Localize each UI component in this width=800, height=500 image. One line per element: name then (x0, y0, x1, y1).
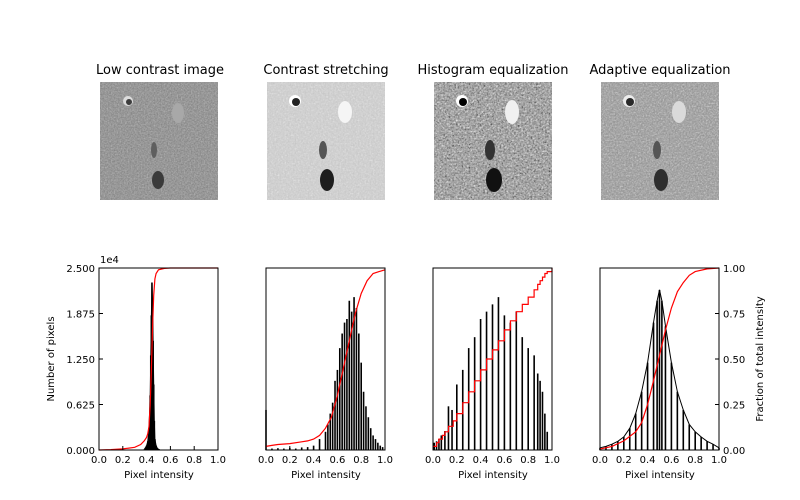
y-tick-label: 1.250 (66, 355, 95, 366)
x-tick-label: 0.4 (640, 455, 656, 466)
image-title-4: Adaptive equalization (589, 63, 730, 78)
image-adaptive-equalization (601, 82, 719, 200)
y-tick-label-right: 0.50 (723, 355, 745, 366)
x-axis-label-4: Pixel intensity (625, 470, 695, 481)
x-tick-label: 0.2 (616, 455, 632, 466)
x-tick-label: 1.0 (544, 455, 560, 466)
y-scale-label: 1e4 (100, 255, 119, 266)
x-tick-label: 0.4 (306, 455, 322, 466)
x-tick-label: 0.4 (473, 455, 489, 466)
histogram-panel-4: 0.0 0.2 0.4 0.6 0.8 1.00.00 0.25 0.50 0.75 1.00 (592, 264, 745, 466)
x-axis-label-2: Pixel intensity (291, 470, 361, 481)
histogram-panels: 0.0 0.2 0.4 0.6 0.8 1.0 0.000 0.625 1.250 1.875 2.… (66, 264, 745, 466)
x-axis-label-3: Pixel intensity (458, 470, 528, 481)
x-tick-label: 1.0 (711, 455, 727, 466)
x-tick-label: 0.8 (353, 455, 369, 466)
x-tick-label: 1.0 (210, 455, 226, 466)
axes-frame (432, 267, 553, 451)
x-tick-label: 0.4 (139, 455, 155, 466)
cdf-line (433, 268, 553, 447)
cdf-line (98, 267, 218, 451)
x-tick-label: 1.0 (377, 455, 393, 466)
x-tick-label: 0.2 (449, 455, 465, 466)
y-tick-label: 2.500 (66, 264, 95, 275)
histogram-panel-3: 0.0 0.2 0.4 0.6 0.8 1.0 (425, 267, 560, 466)
histogram-panel-2: 0.0 0.2 0.4 0.6 0.8 1.0 (258, 267, 393, 466)
axes-frame (265, 267, 386, 451)
y-tick-label-right: 0.00 (723, 446, 745, 457)
image-histogram-equalization (434, 82, 552, 200)
x-axis-label-1: Pixel intensity (124, 470, 194, 481)
y-tick-label: 0.625 (66, 401, 95, 412)
axes-frame (98, 267, 219, 451)
x-tick-label: 0.6 (663, 455, 679, 466)
x-tick-label: 0.2 (115, 455, 131, 466)
x-tick-label: 0.6 (162, 455, 178, 466)
y-tick-label-right: 0.75 (723, 310, 745, 321)
x-tick-label: 0.2 (282, 455, 298, 466)
image-title-2: Contrast stretching (263, 63, 388, 78)
cdf-line (265, 269, 386, 447)
x-tick-label: 0.8 (687, 455, 703, 466)
hist-outline (599, 289, 720, 449)
x-tick-label: 0.6 (496, 455, 512, 466)
x-tick-label: 0.0 (592, 455, 608, 466)
x-tick-label: 0.0 (258, 455, 274, 466)
x-tick-label: 0.8 (186, 455, 202, 466)
hist-outline (143, 282, 160, 451)
image-low-contrast (100, 82, 218, 200)
histogram-panel-1: 0.0 0.2 0.4 0.6 0.8 1.0 0.000 0.625 1.250 1.875 2.… (66, 264, 226, 466)
y-tick-label: 1.875 (66, 310, 95, 321)
x-tick-label: 0.8 (520, 455, 536, 466)
x-tick-label: 0.0 (425, 455, 441, 466)
x-tick-label: 0.0 (91, 455, 107, 466)
image-title-1: Low contrast image (96, 63, 224, 78)
image-title-3: Histogram equalization (418, 63, 569, 78)
y-tick-label: 0.000 (66, 446, 95, 457)
image-contrast-stretching (267, 82, 385, 200)
y-tick-label-right: 0.25 (723, 401, 745, 412)
x-tick-label: 0.6 (329, 455, 345, 466)
y-tick-label-right: 1.00 (723, 264, 745, 275)
cdf-line (599, 267, 720, 450)
y-axis-label: Number of pixels (46, 316, 57, 401)
y-axis-label-right: Fraction of total intensity (755, 296, 766, 421)
